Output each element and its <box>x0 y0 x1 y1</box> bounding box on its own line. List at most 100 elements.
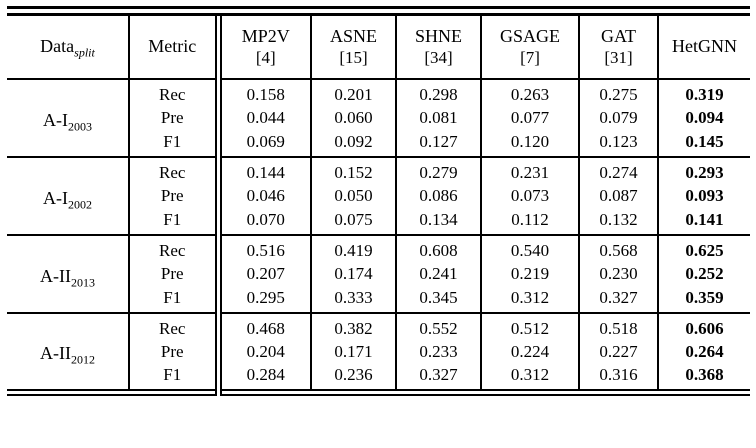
table-row: A-II2012 Rec 0.468 0.382 0.552 0.512 0.518 0.60… <box>7 312 750 393</box>
value-cell: 0.468 <box>214 312 311 339</box>
value-cell-best: 0.606 <box>657 312 750 339</box>
metric-label: F1 <box>128 287 218 313</box>
dataset-label: A-I2003 <box>7 78 129 157</box>
value-cell-best: 0.293 <box>657 156 750 183</box>
dataset-label: A-II2013 <box>7 234 129 313</box>
method-col-header-shne: SHNE [34] <box>395 11 481 80</box>
value-cell: 0.204 <box>214 339 311 365</box>
value-cell: 0.540 <box>480 234 579 261</box>
method-ref: [4] <box>255 47 276 67</box>
method-col-header-mp2v: MP2V [4] <box>214 11 311 80</box>
value-cell: 0.419 <box>310 234 396 261</box>
dataset-label: A-II2012 <box>7 312 129 393</box>
value-cell: 0.081 <box>395 105 481 131</box>
value-cell: 0.224 <box>480 339 579 365</box>
metric-label: Rec <box>128 156 218 183</box>
value-cell-best: 0.264 <box>657 339 750 365</box>
value-cell: 0.333 <box>310 287 396 313</box>
value-cell: 0.284 <box>214 365 311 393</box>
metric-label: F1 <box>128 131 218 157</box>
value-cell: 0.112 <box>480 209 579 235</box>
value-cell: 0.608 <box>395 234 481 261</box>
value-cell: 0.298 <box>395 78 481 105</box>
table-row: Pre 0.044 0.060 0.081 0.077 0.079 0.094 <box>7 105 750 131</box>
table-row: F1 0.069 0.092 0.127 0.120 0.123 0.145 <box>7 131 750 157</box>
dataset-label-base: A-I <box>43 187 68 208</box>
value-cell: 0.086 <box>395 183 481 209</box>
dataset-col-header: Datasplit <box>7 11 129 80</box>
value-cell: 0.070 <box>214 209 311 235</box>
table-row: Pre 0.204 0.171 0.233 0.224 0.227 0.264 <box>7 339 750 365</box>
value-cell: 0.241 <box>395 261 481 287</box>
value-cell: 0.231 <box>480 156 579 183</box>
value-cell-best: 0.141 <box>657 209 750 235</box>
value-cell-best: 0.093 <box>657 183 750 209</box>
method-name: GSAGE <box>499 26 560 47</box>
dataset-label-sub: 2003 <box>68 119 92 134</box>
value-cell: 0.518 <box>578 312 658 339</box>
dataset-label-sub: 2012 <box>70 352 95 367</box>
method-col-header-asne: ASNE [15] <box>310 11 396 80</box>
dataset-col-header-base: Data <box>40 36 75 57</box>
table-row: A-I2003 Rec 0.158 0.201 0.298 0.263 0.275 0.319 <box>7 78 750 157</box>
metric-label: Pre <box>128 261 218 287</box>
metric-label: Pre <box>128 339 218 365</box>
value-cell: 0.512 <box>480 312 579 339</box>
value-cell: 0.077 <box>480 105 579 131</box>
value-cell: 0.279 <box>395 156 481 183</box>
value-cell: 0.120 <box>480 131 579 157</box>
value-cell: 0.171 <box>310 339 396 365</box>
value-cell: 0.345 <box>395 287 481 313</box>
method-col-header-gat: GAT [31] <box>578 11 658 80</box>
value-cell: 0.312 <box>480 365 579 393</box>
metric-label: F1 <box>128 209 218 235</box>
value-cell: 0.263 <box>480 78 579 105</box>
value-cell: 0.087 <box>578 183 658 209</box>
value-cell-best: 0.359 <box>657 287 750 313</box>
value-cell-best: 0.094 <box>657 105 750 131</box>
value-cell-best: 0.319 <box>657 78 750 105</box>
method-name: MP2V <box>241 26 290 47</box>
method-col-header-gsage: GSAGE [7] <box>480 11 579 80</box>
method-ref: [34] <box>424 47 453 67</box>
metric-label: Pre <box>128 105 218 131</box>
value-cell: 0.050 <box>310 183 396 209</box>
method-name: ASNE <box>329 26 377 47</box>
metric-label: Rec <box>128 312 218 339</box>
value-cell: 0.044 <box>214 105 311 131</box>
value-cell: 0.060 <box>310 105 396 131</box>
value-cell: 0.144 <box>214 156 311 183</box>
table-row: F1 0.295 0.333 0.345 0.312 0.327 0.359 <box>7 287 750 313</box>
value-cell: 0.046 <box>214 183 311 209</box>
value-cell: 0.219 <box>480 261 579 287</box>
value-cell: 0.123 <box>578 131 658 157</box>
metric-label: Pre <box>128 183 218 209</box>
dataset-label-sub: 2013 <box>70 275 95 290</box>
value-cell: 0.092 <box>310 131 396 157</box>
value-cell: 0.274 <box>578 156 658 183</box>
value-cell: 0.207 <box>214 261 311 287</box>
table-row: F1 0.070 0.075 0.134 0.112 0.132 0.141 <box>7 209 750 235</box>
value-cell: 0.230 <box>578 261 658 287</box>
metric-label: Rec <box>128 78 218 105</box>
method-name: GAT <box>601 26 636 47</box>
dataset-label: A-I2002 <box>7 156 129 235</box>
value-cell-best: 0.625 <box>657 234 750 261</box>
value-cell: 0.327 <box>578 287 658 313</box>
value-cell: 0.134 <box>395 209 481 235</box>
method-ref: [31] <box>604 47 633 67</box>
method-ref: [7] <box>520 47 540 67</box>
table-row: Pre 0.046 0.050 0.086 0.073 0.087 0.093 <box>7 183 750 209</box>
value-cell: 0.227 <box>578 339 658 365</box>
value-cell: 0.132 <box>578 209 658 235</box>
value-cell-best: 0.368 <box>657 365 750 393</box>
value-cell: 0.158 <box>214 78 311 105</box>
value-cell: 0.201 <box>310 78 396 105</box>
method-ref: [15] <box>339 47 368 67</box>
value-cell: 0.516 <box>214 234 311 261</box>
value-cell: 0.552 <box>395 312 481 339</box>
value-cell: 0.079 <box>578 105 658 131</box>
dataset-label-base: A-II <box>40 265 71 286</box>
dataset-label-sub: 2002 <box>68 197 92 212</box>
